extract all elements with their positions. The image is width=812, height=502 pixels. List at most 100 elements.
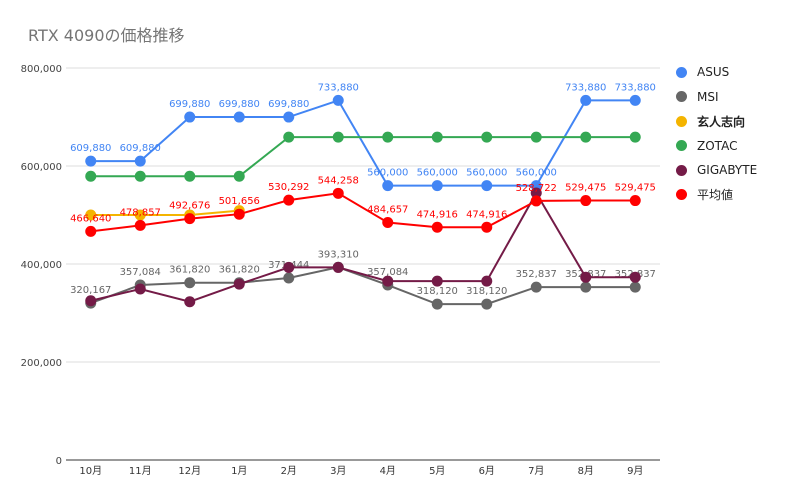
data-label: 733,880 bbox=[318, 82, 359, 93]
data-label: 609,880 bbox=[120, 143, 161, 154]
data-point bbox=[85, 170, 97, 182]
legend-label: ASUS bbox=[697, 65, 730, 80]
data-point bbox=[85, 295, 97, 307]
legend-swatch bbox=[676, 164, 687, 176]
data-label: 699,880 bbox=[169, 99, 210, 110]
y-tick-label: 800,000 bbox=[21, 64, 62, 75]
series-line bbox=[90, 99, 636, 187]
x-tick-label: 5月 bbox=[429, 465, 445, 477]
data-label: 733,880 bbox=[565, 82, 606, 93]
y-tick-label: 400,000 bbox=[21, 260, 62, 271]
data-label: 361,820 bbox=[169, 265, 210, 276]
data-point bbox=[283, 272, 295, 284]
x-tick-label: 8月 bbox=[578, 465, 594, 477]
data-label: 529,475 bbox=[565, 183, 606, 194]
data-point bbox=[580, 271, 592, 283]
data-point bbox=[184, 170, 196, 182]
legend-swatch bbox=[676, 66, 687, 78]
data-point bbox=[431, 298, 443, 310]
data-point bbox=[332, 261, 344, 273]
legend: ASUS MSI 玄人志向 ZOTAC GIGABYTE 平均値 bbox=[676, 60, 757, 207]
data-label: 560,000 bbox=[516, 168, 557, 179]
x-tick-label: 6月 bbox=[479, 465, 495, 477]
data-point bbox=[332, 187, 344, 199]
legend-item: ASUS bbox=[676, 60, 757, 85]
legend-label: MSI bbox=[697, 89, 719, 104]
data-label: 474,916 bbox=[466, 209, 507, 220]
data-point bbox=[629, 94, 641, 106]
data-point bbox=[134, 283, 146, 295]
legend-item: MSI bbox=[676, 85, 757, 110]
x-tick-label: 2月 bbox=[281, 465, 297, 477]
x-tick-label: 10月 bbox=[79, 465, 102, 477]
data-label: 529,475 bbox=[615, 183, 656, 194]
series-line bbox=[90, 136, 636, 178]
y-tick-label: 0 bbox=[56, 456, 62, 467]
x-tick-label: 4月 bbox=[380, 465, 396, 477]
data-label: 320,167 bbox=[70, 285, 111, 296]
data-point bbox=[481, 221, 493, 233]
data-label: 357,084 bbox=[367, 267, 408, 278]
data-point bbox=[431, 131, 443, 143]
series-line bbox=[90, 192, 636, 233]
x-tick-label: 1月 bbox=[231, 465, 247, 477]
legend-label: 玄人志向 bbox=[697, 114, 746, 129]
legend-label: 平均値 bbox=[697, 188, 734, 203]
x-tick-label: 9月 bbox=[627, 465, 643, 477]
data-point bbox=[530, 195, 542, 207]
y-tick-label: 600,000 bbox=[21, 162, 62, 173]
data-point bbox=[283, 131, 295, 143]
data-point bbox=[481, 131, 493, 143]
data-point bbox=[481, 180, 493, 192]
legend-swatch bbox=[676, 115, 687, 127]
data-point bbox=[580, 195, 592, 207]
data-point bbox=[332, 94, 344, 106]
data-point bbox=[431, 180, 443, 192]
x-tick-label: 3月 bbox=[330, 465, 346, 477]
data-point bbox=[184, 277, 196, 289]
data-point bbox=[382, 131, 394, 143]
data-point bbox=[85, 225, 97, 237]
data-point bbox=[283, 111, 295, 123]
data-label: 530,292 bbox=[268, 182, 309, 193]
data-point bbox=[580, 131, 592, 143]
legend-label: ZOTAC bbox=[697, 138, 738, 153]
data-label: 544,258 bbox=[318, 175, 359, 186]
data-point bbox=[134, 170, 146, 182]
data-point bbox=[283, 261, 295, 273]
data-point bbox=[332, 131, 344, 143]
data-label: 733,880 bbox=[615, 82, 656, 93]
data-point bbox=[233, 170, 245, 182]
data-label: 318,120 bbox=[417, 286, 458, 297]
data-point bbox=[530, 187, 542, 199]
legend-item: 玄人志向 bbox=[676, 109, 757, 134]
data-point bbox=[382, 275, 394, 287]
legend-swatch bbox=[676, 189, 687, 201]
data-label: 361,820 bbox=[219, 265, 260, 276]
data-label: 560,000 bbox=[367, 168, 408, 179]
data-label: 492,676 bbox=[169, 201, 210, 212]
data-label: 699,880 bbox=[219, 99, 260, 110]
data-point bbox=[580, 281, 592, 293]
data-point bbox=[283, 194, 295, 206]
data-point bbox=[530, 131, 542, 143]
data-label: 466,640 bbox=[70, 213, 111, 224]
x-tick-label: 12月 bbox=[178, 465, 201, 477]
data-label: 501,656 bbox=[219, 196, 260, 207]
data-point bbox=[481, 275, 493, 287]
legend-item: GIGABYTE bbox=[676, 158, 757, 183]
legend-label: GIGABYTE bbox=[697, 163, 758, 178]
data-point bbox=[134, 219, 146, 231]
data-point bbox=[431, 275, 443, 287]
legend-swatch bbox=[676, 91, 687, 103]
x-tick-label: 11月 bbox=[129, 465, 152, 477]
legend-swatch bbox=[676, 140, 687, 152]
data-point bbox=[184, 296, 196, 308]
data-label: 474,916 bbox=[417, 209, 458, 220]
data-point bbox=[629, 131, 641, 143]
data-label: 484,657 bbox=[367, 205, 408, 216]
data-point bbox=[233, 208, 245, 220]
chart-title: RTX 4090の価格推移 bbox=[28, 26, 185, 45]
data-label: 560,000 bbox=[466, 168, 507, 179]
